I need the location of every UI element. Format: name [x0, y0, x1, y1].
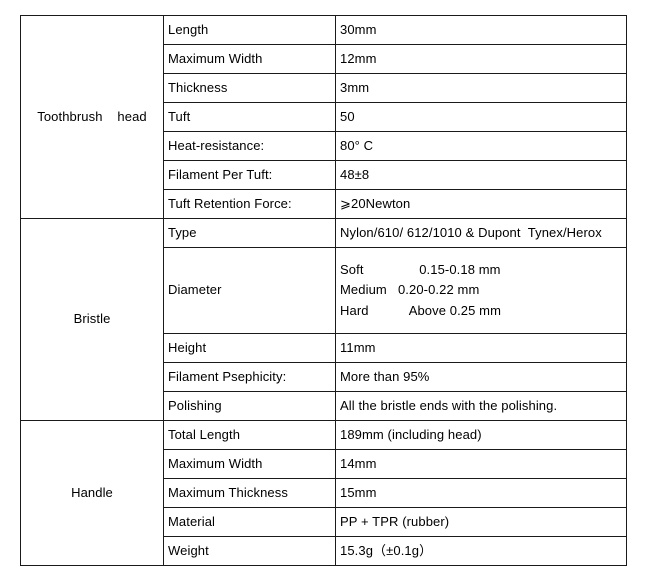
spec-label-filament-per-tuft: Filament Per Tuft:: [163, 160, 336, 190]
spec-value-thickness: 3mm: [335, 73, 627, 103]
spec-label-type: Type: [163, 218, 336, 248]
spec-value-height: 11mm: [335, 333, 627, 363]
spec-label-total-length: Total Length: [163, 420, 336, 450]
spec-table-container: Toothbrush head Length 30mm Maximum Widt…: [20, 15, 627, 566]
spec-value-tuft-retention-force: ⩾20Newton: [335, 189, 627, 219]
spec-value-maximum-thickness: 15mm: [335, 478, 627, 508]
spec-value-handle-maximum-width: 14mm: [335, 449, 627, 479]
spec-value-filament-psephicity: More than 95%: [335, 362, 627, 392]
spec-value-filament-per-tuft: 48±8: [335, 160, 627, 190]
spec-label-tuft: Tuft: [163, 102, 336, 132]
table-row: Maximum Width 12mm: [21, 44, 627, 74]
table-row: Diameter Soft 0.15-0.18 mm Medium 0.20-0…: [21, 247, 627, 334]
spec-label-handle-maximum-width: Maximum Width: [163, 449, 336, 479]
spec-label-maximum-thickness: Maximum Thickness: [163, 478, 336, 508]
table-row: Toothbrush head Length 30mm: [20, 15, 627, 219]
spec-label-diameter: Diameter: [163, 247, 336, 334]
spec-value-tuft: 50: [335, 102, 627, 132]
table-row: Thickness 3mm: [21, 73, 627, 103]
table-row: Maximum Width 14mm: [21, 449, 627, 479]
table-row: Filament Psephicity: More than 95%: [21, 362, 627, 392]
table-row: Material PP + TPR (rubber): [21, 507, 627, 537]
spec-value-maximum-width: 12mm: [335, 44, 627, 74]
spec-value-type: Nylon/610/ 612/1010 & Dupont Tynex/Herox: [335, 218, 627, 248]
table-row: Height 11mm: [21, 333, 627, 363]
spec-label-filament-psephicity: Filament Psephicity:: [163, 362, 336, 392]
spec-value-total-length: 189mm (including head): [335, 420, 627, 450]
section-label-toothbrush-head: Toothbrush head: [20, 15, 164, 219]
table-row: Weight 15.3g（±0.1g）: [21, 536, 627, 566]
spec-label-polishing: Polishing: [163, 391, 336, 421]
spec-value-weight: 15.3g（±0.1g）: [335, 536, 627, 566]
spec-label-maximum-width: Maximum Width: [163, 44, 336, 74]
table-row: Heat-resistance: 80° C: [21, 131, 627, 161]
table-row: Bristle Type Nylon/610/ 612/1010 & Dupon…: [20, 218, 627, 421]
table-row: Tuft Retention Force: ⩾20Newton: [21, 189, 627, 219]
spec-value-material: PP + TPR (rubber): [335, 507, 627, 537]
section-label-handle: Handle: [20, 420, 164, 566]
spec-value-length: 30mm: [335, 15, 627, 45]
spec-label-material: Material: [163, 507, 336, 537]
spec-label-heat-resistance: Heat-resistance:: [163, 131, 336, 161]
spec-label-thickness: Thickness: [163, 73, 336, 103]
spec-label-tuft-retention-force: Tuft Retention Force:: [163, 189, 336, 219]
toothbrush-spec-table: Toothbrush head Length 30mm Maximum Widt…: [20, 15, 627, 566]
spec-label-length: Length: [163, 15, 336, 45]
spec-label-height: Height: [163, 333, 336, 363]
table-row: Handle Total Length 189mm (including hea…: [20, 420, 627, 566]
spec-value-heat-resistance: 80° C: [335, 131, 627, 161]
section-label-bristle: Bristle: [20, 218, 164, 421]
spec-value-polishing: All the bristle ends with the polishing.: [335, 391, 627, 421]
spec-label-weight: Weight: [163, 536, 336, 566]
table-row: Maximum Thickness 15mm: [21, 478, 627, 508]
spec-value-diameter: Soft 0.15-0.18 mm Medium 0.20-0.22 mm Ha…: [335, 247, 627, 334]
